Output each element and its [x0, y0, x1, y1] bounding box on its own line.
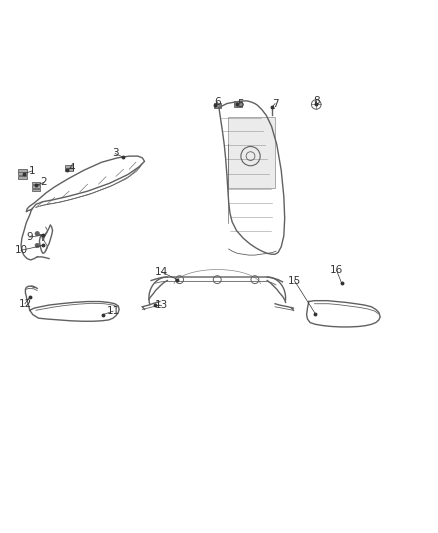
Text: 4: 4: [68, 163, 75, 173]
Text: 7: 7: [272, 99, 279, 109]
Bar: [18, 169, 27, 172]
Text: 16: 16: [330, 265, 343, 275]
Bar: [32, 189, 40, 191]
Text: 3: 3: [112, 149, 119, 158]
Bar: [214, 103, 221, 108]
FancyBboxPatch shape: [228, 117, 275, 188]
Bar: [65, 165, 73, 168]
Text: 8: 8: [313, 96, 320, 106]
Bar: [32, 182, 40, 184]
Circle shape: [35, 243, 39, 248]
Text: 14: 14: [155, 266, 168, 277]
Text: 1: 1: [28, 166, 35, 176]
Text: 9: 9: [26, 232, 33, 242]
Text: 15: 15: [288, 276, 301, 286]
Text: 6: 6: [214, 97, 221, 107]
Text: 5: 5: [237, 99, 244, 109]
Bar: [234, 101, 242, 107]
Text: 10: 10: [14, 245, 28, 255]
Text: 2: 2: [40, 177, 47, 188]
Text: 12: 12: [18, 298, 32, 309]
Bar: [65, 168, 73, 171]
Text: 11: 11: [106, 306, 120, 316]
Circle shape: [35, 231, 39, 236]
Text: 13: 13: [155, 300, 168, 310]
Bar: [18, 172, 27, 175]
Bar: [18, 176, 27, 179]
Bar: [32, 185, 40, 188]
